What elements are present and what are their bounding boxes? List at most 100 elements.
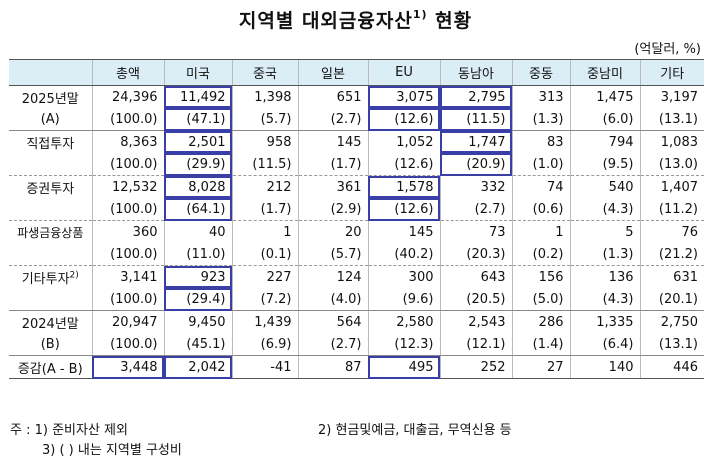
table-cell: 227 xyxy=(231,265,298,288)
row-label: (A) xyxy=(9,108,92,131)
table-cell: 83 xyxy=(511,130,570,153)
row-label: 기타투자2) xyxy=(9,266,92,289)
table-cell: 252 xyxy=(439,355,512,379)
row-label-text: 증감(A - B) xyxy=(17,361,83,377)
header-usa: 미국 xyxy=(163,59,232,86)
table-cell: 540 xyxy=(569,175,640,198)
header-corner xyxy=(9,59,92,86)
table-cell: (100.0) xyxy=(91,333,164,356)
table-cell: 1,407 xyxy=(639,175,704,198)
table-cell: 20,947 xyxy=(91,310,164,333)
table-cell: 87 xyxy=(297,355,368,379)
table-row: 2025년말 24,396 11,492 1,398 651 3,075 2,795 313 1… xyxy=(9,85,704,108)
table-cell: (12.6) xyxy=(367,153,440,176)
table-body: 2025년말 24,396 11,492 1,398 651 3,075 2,795 313 1… xyxy=(9,85,704,379)
table-cell: (1.7) xyxy=(297,153,368,176)
table-cell: 564 xyxy=(297,310,368,333)
table-cell: (47.1) xyxy=(163,108,232,131)
table-cell: (1.7) xyxy=(231,198,298,221)
table-cell: 300 xyxy=(367,265,440,288)
table-cell: (5.0) xyxy=(511,288,570,311)
table-cell: 360 xyxy=(91,220,164,243)
table-cell: (6.4) xyxy=(569,333,640,356)
table-cell: (11.5) xyxy=(231,153,298,176)
table-cell: (11.2) xyxy=(639,198,704,221)
table-cell: (12.6) xyxy=(367,108,440,131)
footnote-1: 주 : 1) 준비자산 제외 xyxy=(10,423,128,438)
table-cell: (2.9) xyxy=(297,198,368,221)
table-row: (100.0) (11.0) (0.1) (5.7) (40.2) (20.3) (0.2)… xyxy=(9,243,704,266)
footnote-3: 3) ( ) 내는 지역별 구성비 xyxy=(42,443,182,458)
table-cell: (2.7) xyxy=(439,198,512,221)
table-cell: 3,075 xyxy=(367,85,440,108)
row-label xyxy=(9,243,92,266)
table-cell: 1,083 xyxy=(639,130,704,153)
table-cell: 145 xyxy=(297,130,368,153)
table-cell: 8,363 xyxy=(91,130,164,153)
table-cell: (29.4) xyxy=(163,288,232,311)
table-row: 파생금융상품 360 40 1 20 145 73 1 5 76 xyxy=(9,220,704,244)
table-cell: 286 xyxy=(511,310,570,333)
table-cell: (20.5) xyxy=(439,288,512,311)
table-cell: (7.2) xyxy=(231,288,298,311)
table-row: 2024년말 20,947 9,450 1,439 564 2,580 2,543 286 1,… xyxy=(9,310,704,334)
table-cell: (13.1) xyxy=(639,333,704,356)
table-cell: 2,580 xyxy=(367,310,440,333)
table-cell: 495 xyxy=(367,355,440,379)
title-suffix: 현황 xyxy=(427,10,473,32)
table-row: 증감(A - B) 3,448 2,042 -41 87 495 252 27 140 446 xyxy=(9,355,704,379)
row-label xyxy=(9,153,92,176)
table-cell: 3,448 xyxy=(91,355,164,379)
row-label: 직접투자 xyxy=(9,131,92,154)
footnotes: 주 : 1) 준비자산 제외 2) 현금및예금, 대출금, 무역신용 등 3) … xyxy=(10,421,512,461)
table-cell: (1.3) xyxy=(511,108,570,131)
table-cell: (11.0) xyxy=(163,243,232,266)
row-label: 2024년말 xyxy=(9,311,92,334)
table-cell: 651 xyxy=(297,85,368,108)
row-label-text: 2024년말 xyxy=(21,316,79,332)
table-cell: -41 xyxy=(231,355,298,379)
table-cell: 958 xyxy=(231,130,298,153)
table-cell: 1,475 xyxy=(569,85,640,108)
table-cell: 212 xyxy=(231,175,298,198)
table-cell: (2.7) xyxy=(297,108,368,131)
table-cell: (100.0) xyxy=(91,243,164,266)
table-cell: (1.3) xyxy=(569,243,640,266)
header-japan: 일본 xyxy=(297,59,368,86)
row-label-text: 직접투자 xyxy=(26,136,75,152)
row-label-text: 기타투자 xyxy=(21,271,70,287)
table-cell: 2,042 xyxy=(163,355,232,379)
table-cell: 20 xyxy=(297,220,368,243)
table-cell: (1.0) xyxy=(511,153,570,176)
table-cell: (1.4) xyxy=(511,333,570,356)
table-row: (B) (100.0) (45.1) (6.9) (2.7) (12.3) (12.1) (1… xyxy=(9,333,704,356)
table-cell: 2,795 xyxy=(439,85,512,108)
table-cell: 643 xyxy=(439,265,512,288)
row-label-footnote-mark: 2) xyxy=(69,270,79,281)
table-row: 기타투자2) 3,141 923 227 124 300 643 156 136 631 xyxy=(9,265,704,289)
table-cell: (100.0) xyxy=(91,153,164,176)
row-label: 파생금융상품 xyxy=(9,221,92,244)
table-cell: 1,052 xyxy=(367,130,440,153)
table-cell: (0.2) xyxy=(511,243,570,266)
table-cell: (20.1) xyxy=(639,288,704,311)
row-label-text: 증권투자 xyxy=(26,181,75,197)
table-cell: (0.6) xyxy=(511,198,570,221)
row-label-text: (A) xyxy=(40,111,60,127)
table-row: 직접투자 8,363 2,501 958 145 1,052 1,747 83 794 1,083 xyxy=(9,130,704,154)
table-cell: (29.9) xyxy=(163,153,232,176)
table-cell: (64.1) xyxy=(163,198,232,221)
table-cell: 24,396 xyxy=(91,85,164,108)
table-cell: (9.6) xyxy=(367,288,440,311)
table-cell: 8,028 xyxy=(163,175,232,198)
table-cell: (9.5) xyxy=(569,153,640,176)
page-title: 지역별 대외금융자산1) 현황 xyxy=(0,6,711,33)
header-china: 중국 xyxy=(231,59,298,86)
row-label-text: 2025년말 xyxy=(21,91,79,107)
table-cell: (100.0) xyxy=(91,108,164,131)
footnote-2: 2) 현금및예금, 대출금, 무역신용 등 xyxy=(318,423,512,438)
table-cell: (45.1) xyxy=(163,333,232,356)
row-label: 증권투자 xyxy=(9,176,92,199)
table-cell: (12.1) xyxy=(439,333,512,356)
regional-assets-table: 총액 미국 중국 일본 EU 동남아 중동 중남미 기타 2025년말 24,39… xyxy=(9,59,704,379)
